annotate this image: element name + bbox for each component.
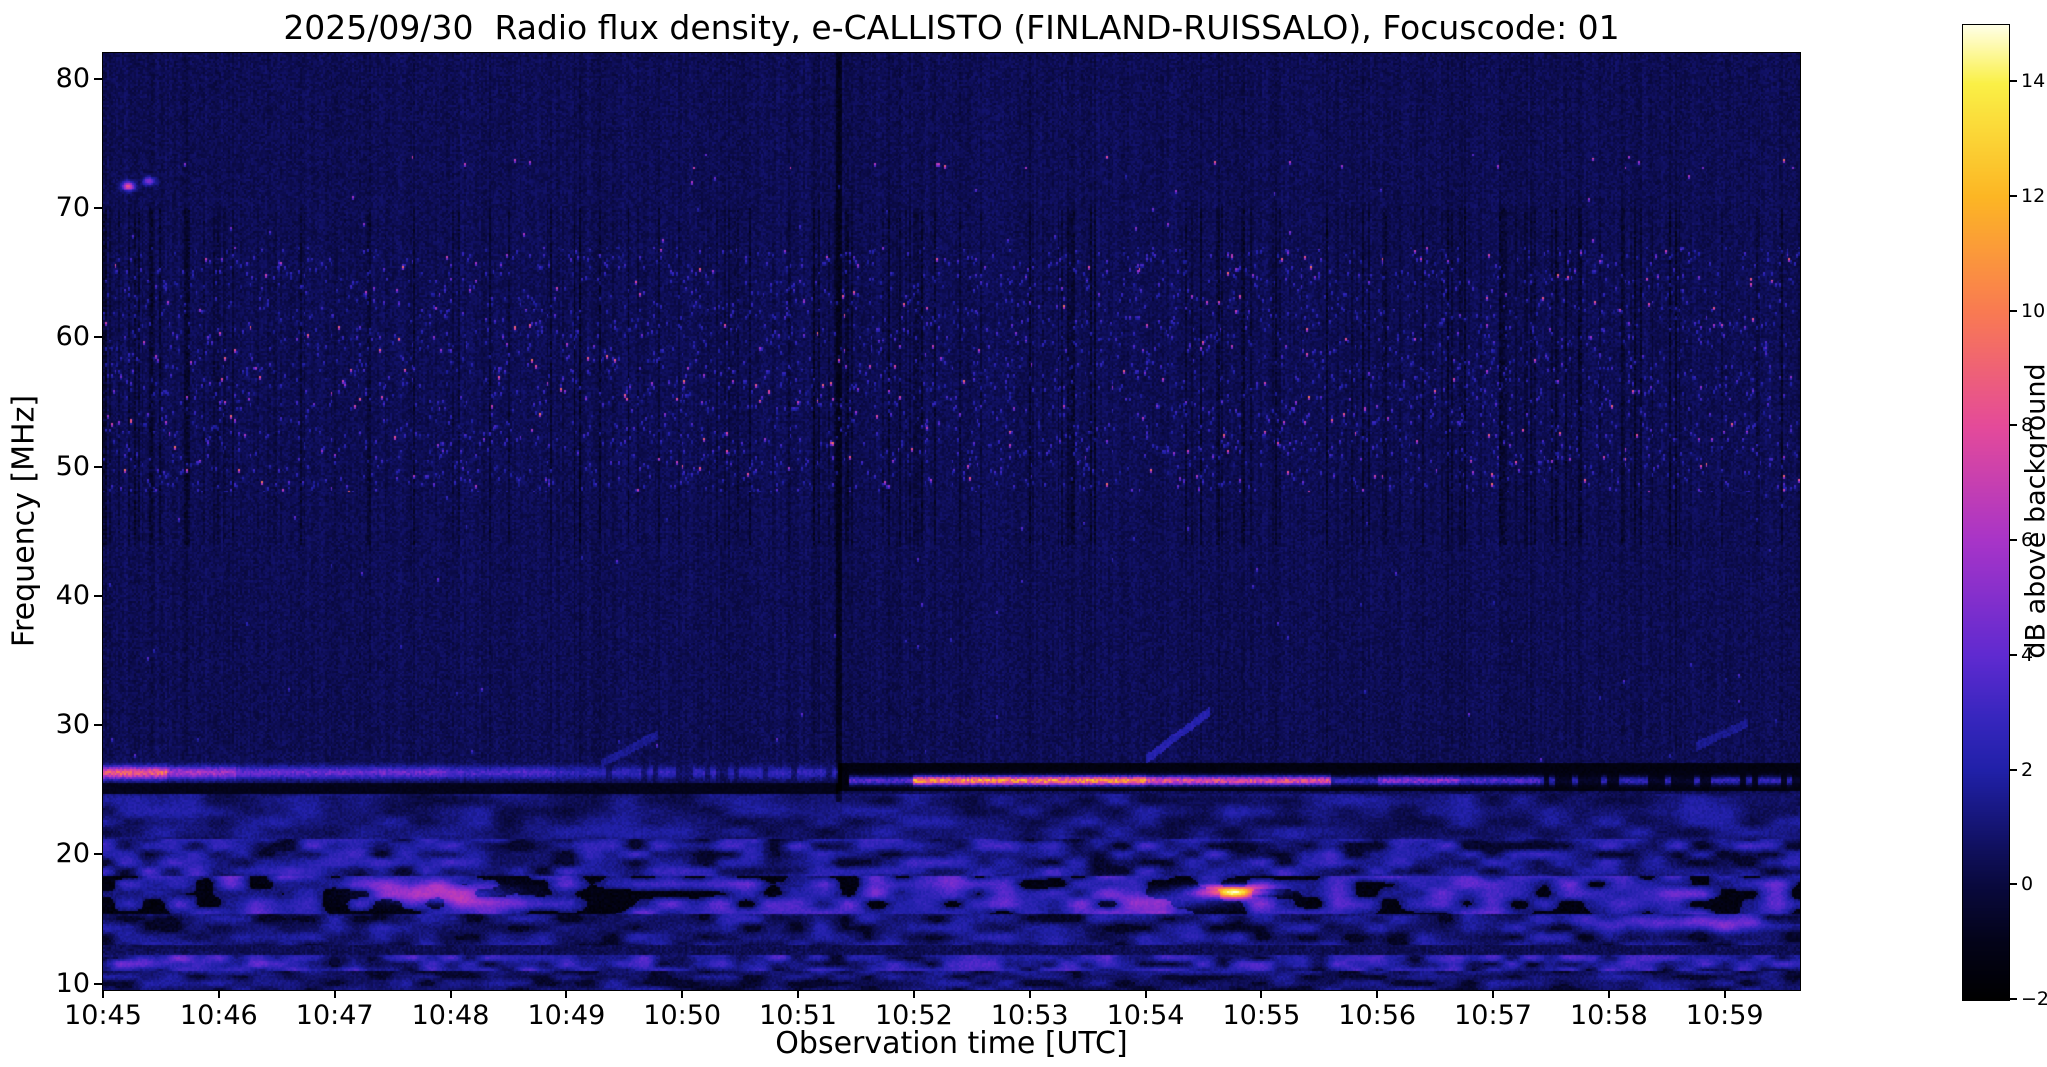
colorbar-tick-label: 4	[2021, 643, 2034, 666]
x-tick-label: 10:59	[1685, 1000, 1764, 1031]
x-tick-mark	[1492, 990, 1495, 998]
x-tick-label: 10:47	[295, 1000, 374, 1031]
y-tick-mark	[94, 336, 102, 339]
x-tick-mark	[449, 990, 452, 998]
colorbar-tick-label: 2	[2021, 758, 2034, 781]
colorbar-tick-label: 12	[2021, 185, 2046, 208]
x-tick-mark	[1376, 990, 1379, 998]
y-tick-label: 60	[55, 321, 90, 353]
x-tick-mark	[1028, 990, 1031, 998]
x-tick-label: 10:54	[1106, 1000, 1185, 1031]
y-tick-mark	[94, 465, 102, 468]
x-tick-mark	[1723, 990, 1726, 998]
y-tick-mark	[94, 982, 102, 985]
x-tick-mark	[102, 990, 104, 998]
colorbar-tick-mark	[2010, 883, 2017, 886]
x-tick-label: 10:51	[759, 1000, 837, 1031]
colorbar	[1962, 24, 2010, 1001]
y-tick-mark	[94, 853, 102, 856]
x-tick-mark	[1607, 990, 1610, 998]
x-tick-label: 10:53	[990, 1000, 1069, 1031]
x-axis-label: Observation time [UTC]	[775, 1026, 1128, 1061]
colorbar-tick-mark	[2010, 195, 2017, 198]
y-tick-label: 50	[55, 450, 90, 482]
x-tick-mark	[565, 990, 568, 998]
y-tick-label: 80	[55, 62, 90, 94]
x-tick-label: 10:56	[1338, 1000, 1417, 1031]
spectrogram-canvas	[103, 53, 1800, 990]
x-tick-label: 10:58	[1569, 1000, 1648, 1031]
x-tick-label: 10:50	[643, 1000, 722, 1031]
colorbar-tick-mark	[2010, 539, 2017, 542]
y-axis-label: Frequency [MHz]	[6, 394, 42, 648]
x-tick-label: 10:46	[179, 1000, 258, 1031]
colorbar-tick-label: −2	[2021, 988, 2047, 1010]
colorbar-tick-mark	[2010, 424, 2017, 427]
x-tick-mark	[912, 990, 915, 998]
colorbar-tick-mark	[2010, 653, 2017, 656]
x-tick-label: 10:52	[874, 1000, 953, 1031]
colorbar-tick-mark	[2010, 80, 2017, 83]
colorbar-label: dB above background	[2020, 363, 2047, 659]
chart-title: 2025/09/30 Radio flux density, e-CALLIST…	[283, 8, 1620, 47]
x-tick-label: 10:57	[1454, 1000, 1532, 1031]
x-tick-mark	[797, 990, 800, 998]
y-tick-label: 10	[55, 967, 90, 999]
colorbar-tick-mark	[2010, 768, 2017, 771]
y-tick-mark	[94, 594, 102, 597]
colorbar-tick-label: 10	[2021, 299, 2046, 322]
colorbar-tick-label: 6	[2021, 529, 2034, 552]
colorbar-tick-label: 14	[2021, 70, 2046, 93]
x-tick-mark	[1144, 990, 1147, 998]
y-tick-label: 40	[55, 579, 90, 611]
y-tick-label: 70	[55, 192, 90, 224]
x-tick-label: 10:49	[527, 1000, 606, 1031]
y-tick-label: 30	[55, 709, 90, 741]
y-tick-mark	[94, 207, 102, 210]
x-tick-mark	[333, 990, 336, 998]
colorbar-tick-label: 8	[2021, 414, 2034, 437]
x-tick-label: 10:45	[64, 1000, 142, 1031]
y-tick-label: 20	[55, 838, 90, 870]
x-tick-label: 10:55	[1222, 1000, 1301, 1031]
x-tick-label: 10:48	[411, 1000, 490, 1031]
x-tick-mark	[217, 990, 220, 998]
x-tick-mark	[1260, 990, 1263, 998]
colorbar-tick-mark	[2010, 309, 2017, 312]
x-tick-mark	[681, 990, 684, 998]
colorbar-tick-label: 0	[2021, 873, 2034, 896]
y-tick-mark	[94, 77, 102, 80]
y-tick-mark	[94, 724, 102, 727]
colorbar-tick-mark	[2010, 998, 2017, 1000]
